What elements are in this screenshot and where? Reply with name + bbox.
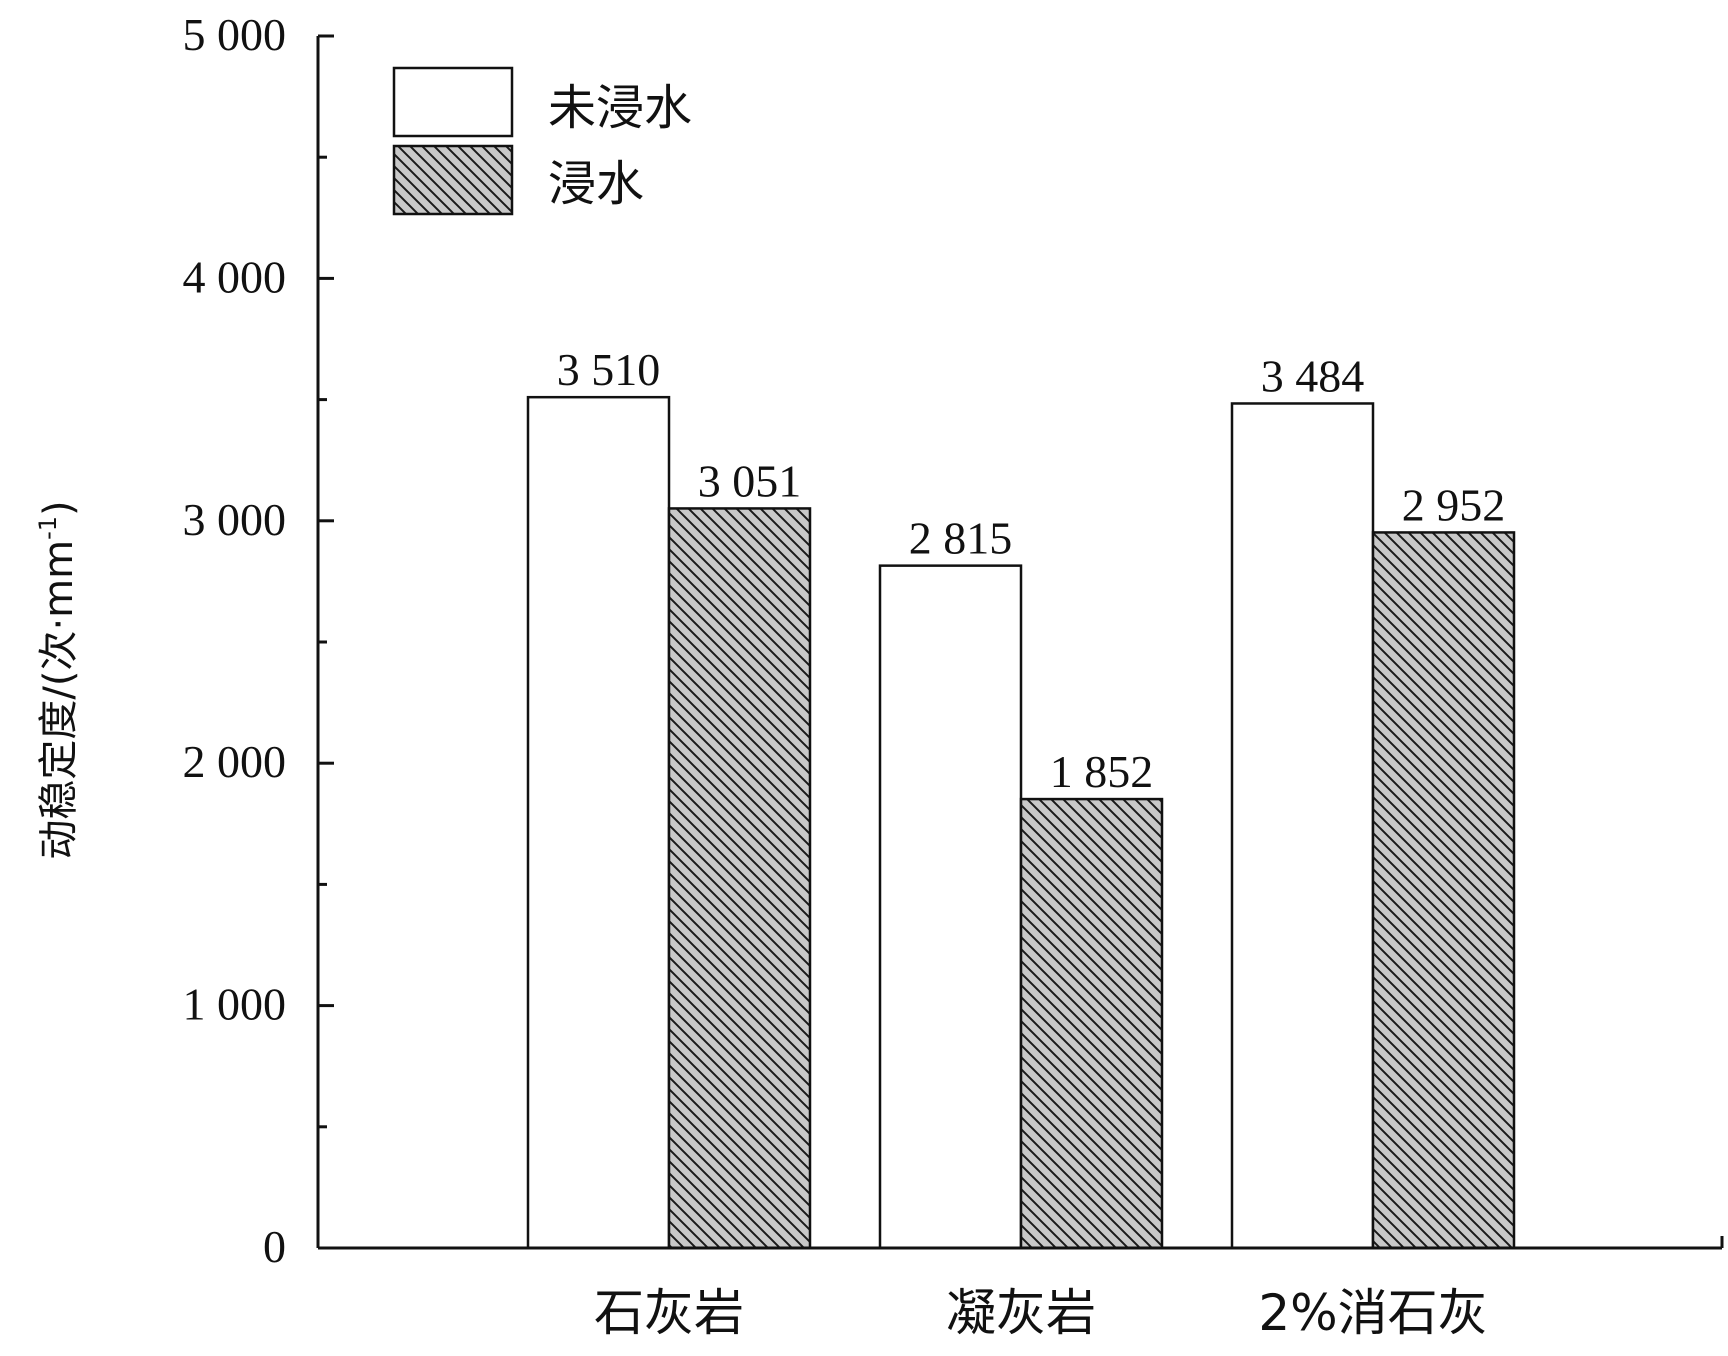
bar-unsoaked-1	[526, 395, 671, 1250]
data-label-soaked-1: 3 051	[698, 455, 802, 506]
data-label-unsoaked-3: 3 484	[1261, 350, 1365, 401]
y-axis-title-exponent: -1	[34, 516, 62, 540]
y-tick-label: 4 000	[183, 251, 287, 302]
data-label-soaked-3: 2 952	[1402, 479, 1506, 530]
value-labels-group: 3 510 3 051 2 815 1 852 3 484 2 952	[557, 344, 1506, 797]
category-label: 2%消石灰	[1258, 1284, 1487, 1342]
category-label: 石灰岩	[594, 1284, 744, 1342]
bar-soaked-2	[1019, 797, 1164, 1250]
y-tick-label: 3 000	[183, 494, 287, 545]
svg-text:动稳定度/(次·mm-1): 动稳定度/(次·mm-1)	[34, 500, 82, 859]
data-label-soaked-2: 1 852	[1050, 746, 1154, 797]
y-axis-title-close: )	[36, 500, 82, 516]
y-tick-label: 0	[263, 1221, 286, 1272]
legend-label-unsoaked: 未浸水	[548, 80, 692, 136]
bar-soaked-3	[1371, 531, 1516, 1250]
y-ticks-group: 0 1 000 2 000 3 000 4 000 5 000	[183, 9, 334, 1272]
category-label: 凝灰岩	[946, 1284, 1096, 1342]
category-labels-group: 石灰岩 凝灰岩 2%消石灰	[594, 1284, 1488, 1342]
bar-unsoaked-2	[878, 564, 1023, 1250]
data-label-unsoaked-2: 2 815	[909, 513, 1013, 564]
y-tick-label: 2 000	[183, 736, 287, 787]
legend-swatch-soaked	[392, 144, 514, 216]
legend-label-soaked: 浸水	[548, 156, 644, 212]
legend-swatch-unsoaked	[392, 66, 514, 138]
bars-group	[526, 395, 1516, 1250]
bar-unsoaked-3	[1230, 402, 1375, 1250]
legend: 未浸水 浸水	[392, 66, 692, 216]
data-label-unsoaked-1: 3 510	[557, 344, 661, 395]
y-axis-title-text: 动稳定度/(次·mm	[36, 540, 82, 860]
y-tick-label: 1 000	[183, 979, 287, 1030]
y-axis-title: 动稳定度/(次·mm-1)	[34, 500, 82, 859]
bar-soaked-1	[667, 507, 812, 1250]
y-tick-label: 5 000	[183, 9, 287, 60]
